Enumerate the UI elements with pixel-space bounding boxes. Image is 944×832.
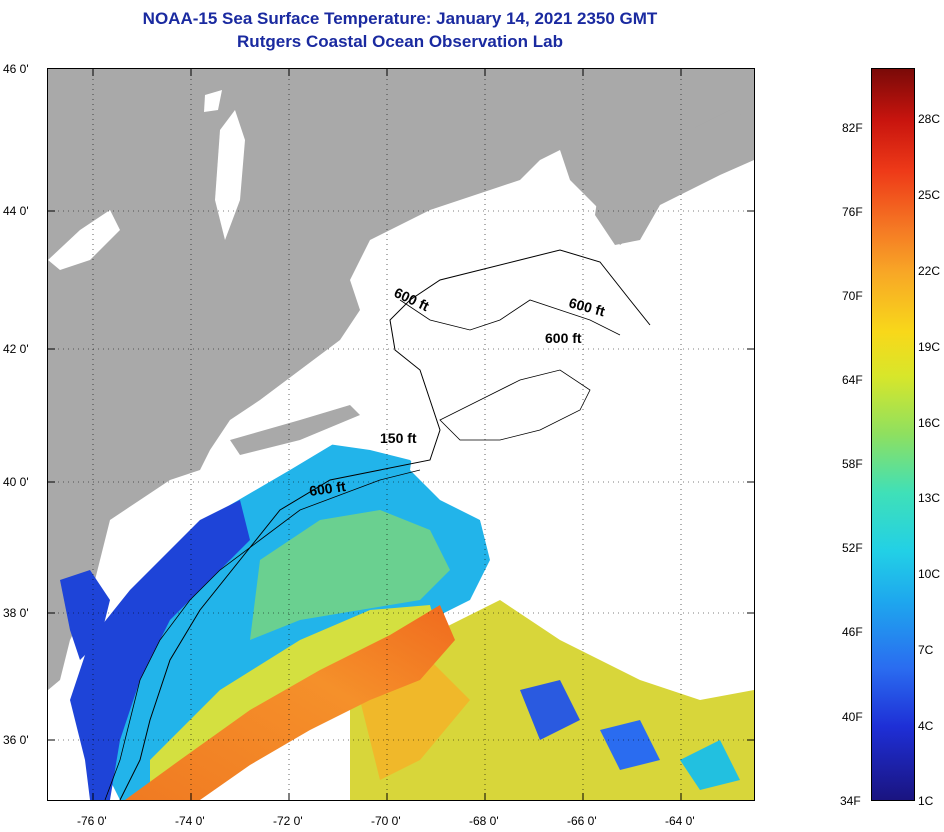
- cloud-cover: [300, 170, 754, 620]
- contour-georges-bank: [439, 369, 591, 441]
- colorbar-celsius-label: 1C: [918, 794, 934, 808]
- colorbar-fahrenheit-label: 70F: [842, 289, 863, 303]
- long-island: [230, 405, 360, 455]
- colorbar-celsius-label: 22C: [918, 264, 941, 278]
- colorbar-fahrenheit-label: 52F: [842, 541, 863, 555]
- contour-inner: [104, 469, 421, 800]
- contour-label: 600 ft: [545, 330, 582, 346]
- nova-scotia: [595, 110, 754, 245]
- lat-tick-label: 40 0': [3, 475, 29, 489]
- colorbar-fahrenheit-label: 82F: [842, 121, 863, 135]
- colorbar-celsius-label: 10C: [918, 567, 941, 581]
- colorbar-celsius-label: 4C: [918, 719, 934, 733]
- lat-tick-label: 38 0': [3, 606, 29, 620]
- lon-tick-label: -66 0': [567, 814, 597, 828]
- colorbar-celsius-label: 16C: [918, 416, 941, 430]
- lat-tick-label: 42 0': [3, 342, 29, 356]
- gulf-stream: [125, 605, 455, 800]
- lon-tick-label: -76 0': [77, 814, 107, 828]
- colorbar-celsius-label: 7C: [918, 643, 934, 657]
- coastal-blue-water: [70, 500, 250, 800]
- lat-tick-label: 44 0': [3, 204, 29, 218]
- colorbar-fahrenheit-label: 76F: [842, 205, 863, 219]
- offshore-blue-patches: [520, 680, 580, 740]
- contour-shelf-break: [119, 249, 651, 800]
- lon-tick-label: -68 0': [469, 814, 499, 828]
- chesapeake-bay: [60, 570, 110, 660]
- frame-ticks: [48, 69, 754, 800]
- lat-tick-label: 46 0': [3, 62, 29, 76]
- lon-tick-label: -74 0': [175, 814, 205, 828]
- contour-label: 600 ft: [392, 284, 432, 314]
- colorbar-celsius-label: 28C: [918, 112, 941, 126]
- lat-lon-grid: [48, 69, 754, 800]
- lat-tick-label: 36 0': [3, 733, 29, 747]
- colorbar-fahrenheit-label: 34F: [840, 794, 861, 808]
- colorbar-celsius-label: 13C: [918, 491, 941, 505]
- lon-tick-label: -72 0': [273, 814, 303, 828]
- colorbar-fahrenheit-label: 64F: [842, 373, 863, 387]
- colorbar-celsius-label: 25C: [918, 188, 941, 202]
- colorbar-celsius-label: 19C: [918, 340, 941, 354]
- colorbar-fahrenheit-label: 40F: [842, 710, 863, 724]
- lon-tick-label: -64 0': [665, 814, 695, 828]
- title-line-2: Rutgers Coastal Ocean Observation Lab: [237, 32, 563, 51]
- contour-gulf-of-maine: [399, 299, 621, 336]
- lon-tick-label: -70 0': [371, 814, 401, 828]
- temperature-colorbar: [871, 68, 915, 801]
- colorbar-fahrenheit-label: 58F: [842, 457, 863, 471]
- mid-shelf-green: [250, 510, 450, 640]
- contour-label: 150 ft: [380, 430, 417, 446]
- title-line-1: NOAA-15 Sea Surface Temperature: January…: [142, 9, 658, 28]
- colorbar-fahrenheit-label: 46F: [842, 625, 863, 639]
- contour-label: 600 ft: [308, 478, 347, 499]
